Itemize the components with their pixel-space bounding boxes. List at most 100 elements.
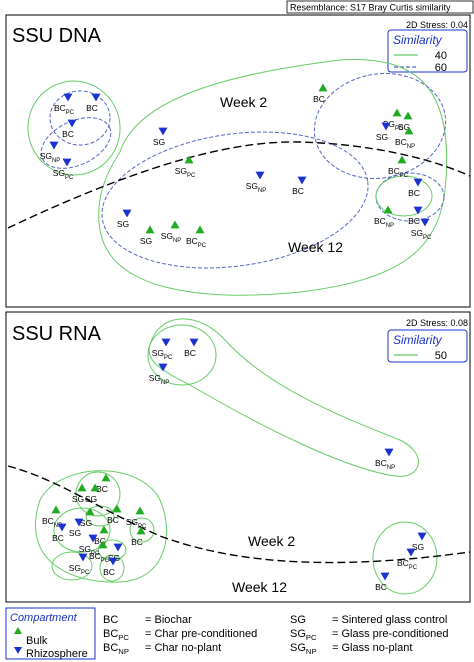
rhizosphere-marker xyxy=(62,158,72,167)
bulk-marker xyxy=(145,225,155,234)
data-point: BC xyxy=(103,557,118,577)
similarity-legend-box xyxy=(387,329,468,363)
stress-label: 2D Stress: 0.08 xyxy=(406,318,468,328)
contour-40-c xyxy=(375,175,433,217)
point-label: SG xyxy=(80,518,92,528)
bulk-marker xyxy=(98,540,108,549)
data-point: BCPC xyxy=(397,548,418,571)
bulk-marker xyxy=(51,505,61,514)
bulk-legend-label: Bulk xyxy=(26,635,48,647)
panel-title: SSU DNA xyxy=(12,25,102,47)
data-point: BC xyxy=(408,206,423,226)
rhizosphere-marker xyxy=(189,338,199,347)
data-point: SG xyxy=(153,127,168,147)
point-label: BC xyxy=(408,216,420,226)
point-label: SGPC xyxy=(411,228,432,241)
contour-60-b xyxy=(40,117,112,169)
week-divider xyxy=(7,465,471,564)
contour-60-c xyxy=(313,73,447,179)
data-point: BCNP xyxy=(375,448,395,471)
rhizosphere-legend-label: Rhizosphere xyxy=(26,648,88,660)
contours-40 xyxy=(27,59,448,296)
data-point: BC xyxy=(184,338,199,358)
point-label: BC xyxy=(107,515,119,525)
data-point: SG xyxy=(72,483,87,504)
bulk-marker xyxy=(392,108,402,117)
data-point: SGPC xyxy=(79,534,100,557)
bulk-marker xyxy=(404,126,414,135)
similarity-legend-box xyxy=(387,29,468,73)
point-label: SGNP xyxy=(246,181,267,194)
rhizosphere-marker xyxy=(381,122,391,131)
rhizosphere-marker xyxy=(413,206,423,215)
data-point: BC xyxy=(131,526,146,547)
point-label: SG xyxy=(412,542,424,552)
contour-50-g xyxy=(129,517,155,543)
bulk-marker xyxy=(136,526,146,535)
data-point: BCNP xyxy=(374,205,394,229)
data-point: SG xyxy=(117,209,132,229)
rhizosphere-marker xyxy=(91,93,101,102)
data-point: SG xyxy=(376,122,391,142)
point-label: BC xyxy=(96,484,108,494)
annotation-week-12: Week 12 xyxy=(288,239,343,255)
data-point: SG xyxy=(80,507,95,528)
point-label: SGPC xyxy=(69,563,90,576)
bulk-marker xyxy=(397,155,407,164)
point-label: BC xyxy=(52,533,64,543)
stress-label: 2D Stress: 0.04 xyxy=(406,20,468,30)
data-point: SGNP xyxy=(246,171,267,194)
point-label: BCPC xyxy=(186,236,207,249)
point-label: SG xyxy=(72,494,84,504)
rhizosphere-marker xyxy=(158,363,168,372)
point-label: SGPC xyxy=(152,348,173,361)
resemblance-label: Resemblance: S17 Bray Curtis similarity xyxy=(290,3,451,13)
point-label: SG xyxy=(140,236,152,246)
contour-60-a xyxy=(49,90,111,146)
data-point: SGNP xyxy=(161,220,182,244)
data-point: SG xyxy=(412,532,427,552)
data-point: BC xyxy=(313,83,328,104)
legend-level-40: 40 xyxy=(435,50,447,62)
contour-60-e xyxy=(101,131,369,269)
point-label: SGPC xyxy=(53,168,74,181)
bulk-marker xyxy=(77,483,87,492)
data-point: BC xyxy=(96,473,111,494)
rhizosphere-marker xyxy=(417,532,427,541)
definition-text: = Sintered glass control xyxy=(332,614,447,626)
annotation-week-2: Week 2 xyxy=(248,533,295,549)
data-point: SGPC xyxy=(126,506,147,530)
data-point: BCPC xyxy=(89,540,110,564)
panel-ssu-dna: SSU DNA 2D Stress: 0.04 Similarity 40 60 xyxy=(5,14,471,308)
point-label: SG xyxy=(153,137,165,147)
week-divider xyxy=(7,141,471,229)
definition-abbr: BCPC xyxy=(103,628,129,642)
rhizosphere-marker xyxy=(158,127,168,136)
rhizosphere-legend-marker xyxy=(14,647,22,654)
definition-abbr: BCNP xyxy=(103,642,129,656)
data-point: SG xyxy=(398,111,413,132)
bulk-marker xyxy=(90,483,100,492)
rhizosphere-marker xyxy=(108,557,118,566)
bulk-marker xyxy=(195,225,205,234)
contour-50-j xyxy=(51,551,93,581)
point-label: SGNP xyxy=(161,231,182,244)
definition-abbr: BC xyxy=(103,614,118,626)
point-label: SG xyxy=(376,132,388,142)
rhizosphere-marker xyxy=(63,93,73,102)
bulk-marker xyxy=(383,205,393,214)
point-label: SGNP xyxy=(40,151,61,164)
data-point: SGPC xyxy=(175,155,196,179)
point-label: BC xyxy=(292,186,304,196)
rhizosphere-marker xyxy=(57,523,67,532)
point-label: BCNP xyxy=(374,216,394,229)
definition-abbr: SGNP xyxy=(290,642,317,656)
data-point: SGNP xyxy=(149,363,169,386)
contour-50-a xyxy=(147,324,217,386)
point-label: BCNP xyxy=(42,516,62,529)
similarity-legend-title: Similarity xyxy=(393,33,443,47)
contour-40-b xyxy=(98,59,448,296)
data-point: SG xyxy=(140,225,155,246)
data-point: BCPC xyxy=(54,93,75,116)
